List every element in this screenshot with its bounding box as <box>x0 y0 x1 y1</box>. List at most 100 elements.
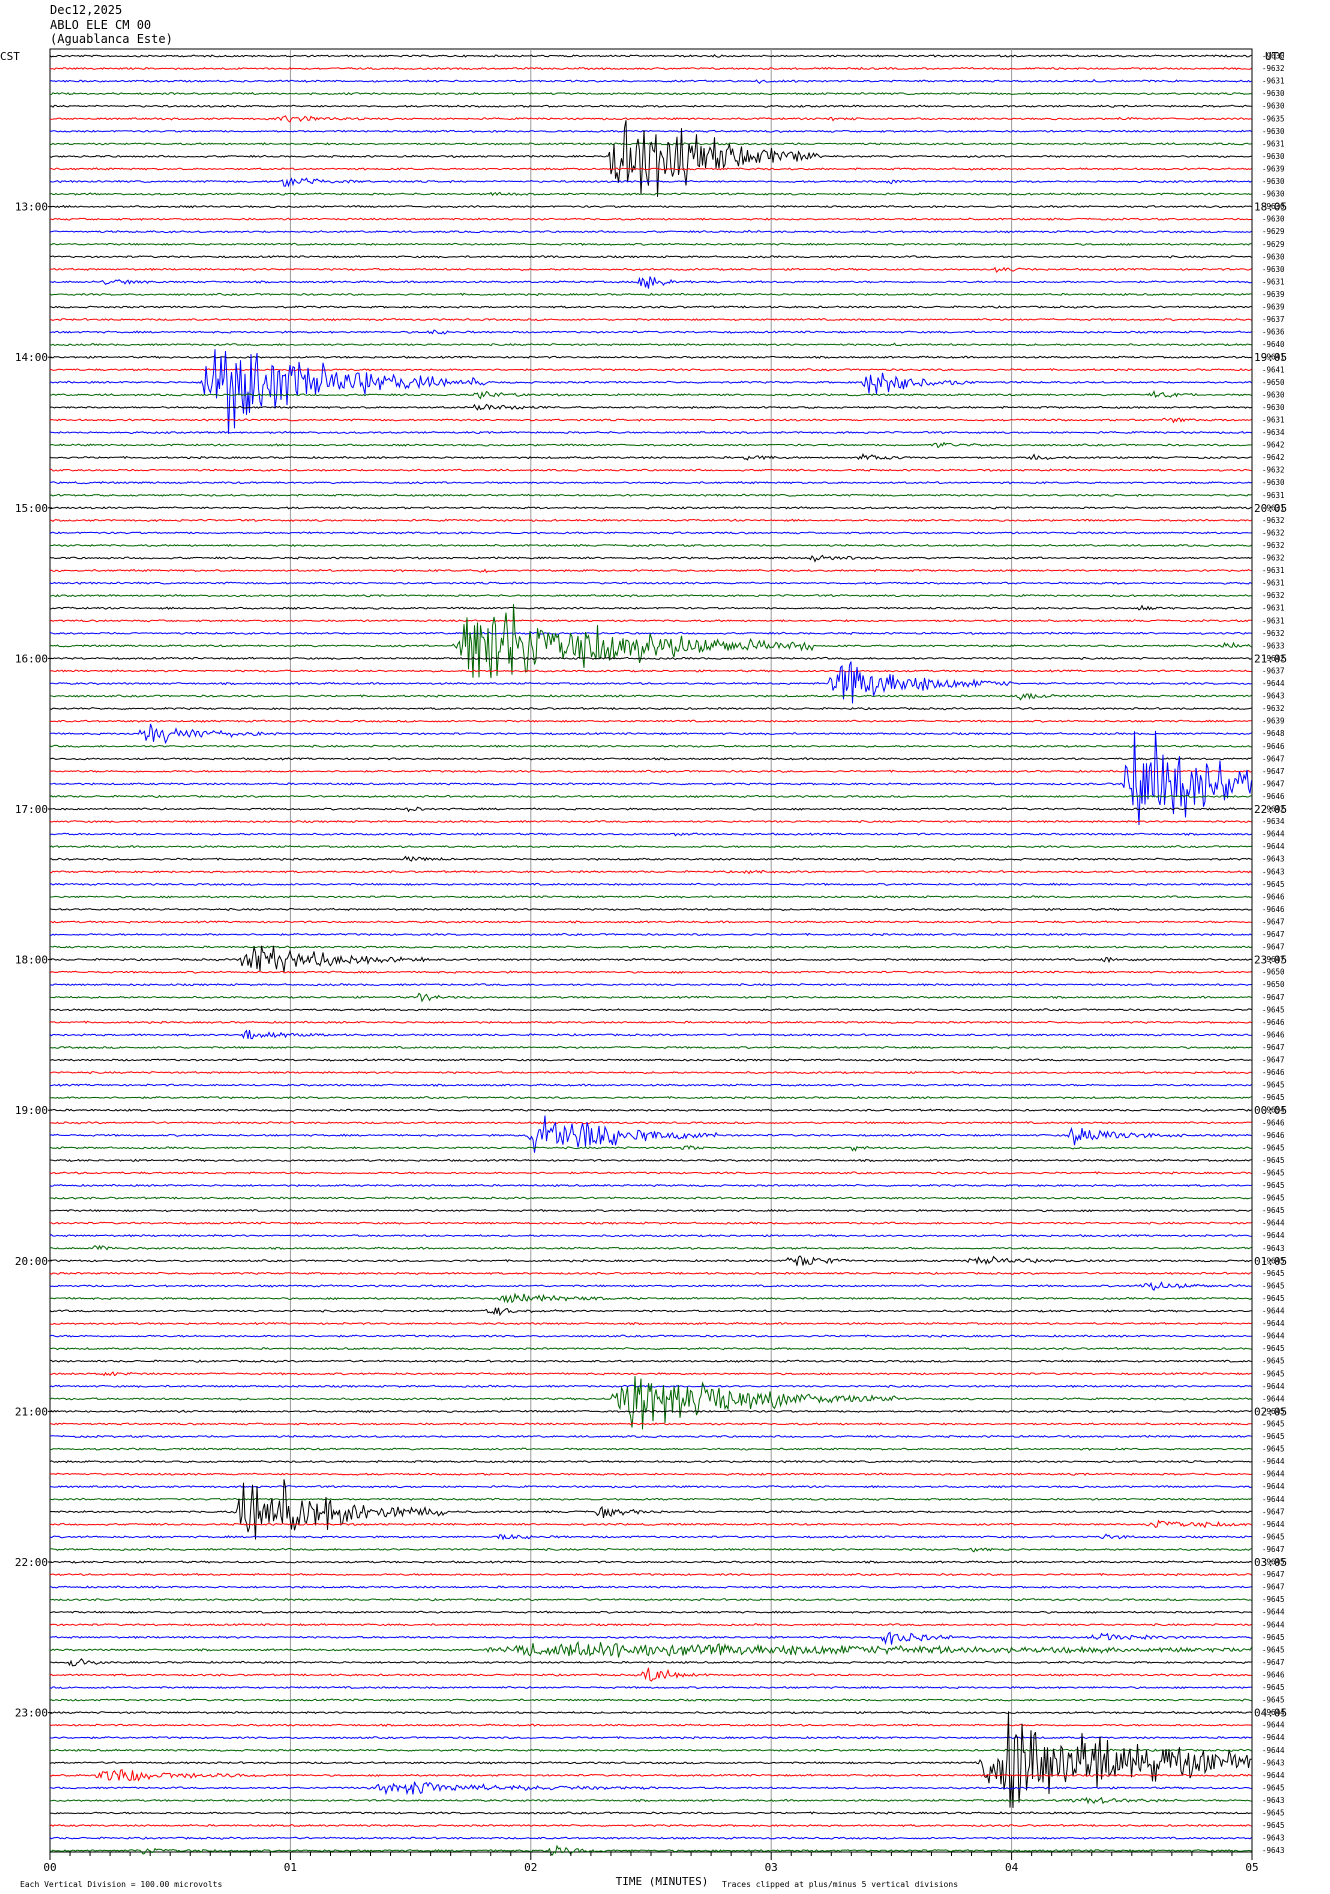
trace-offset-label: -9645 <box>1262 1181 1285 1190</box>
trace-offset-label: -9645 <box>1262 1696 1285 1705</box>
trace-offset-label: -9636 <box>1262 328 1285 337</box>
trace-offset-label: -9645 <box>1262 1344 1285 1353</box>
trace-offset-label: -9645 <box>1262 1081 1285 1090</box>
trace-offset-label: -9645 <box>1262 1595 1285 1604</box>
trace-offset-label: -9645 <box>1262 1558 1285 1567</box>
trace-offset-label: -9632 <box>1262 528 1285 537</box>
trace-offset-label: -9645 <box>1262 1633 1285 1642</box>
trace-offset-label: -9644 <box>1262 1520 1285 1529</box>
trace-offset-label: -9631 <box>1262 139 1285 148</box>
seismic-trace <box>49 441 1252 449</box>
seismic-trace <box>49 329 1252 335</box>
seismic-trace <box>49 367 1252 372</box>
trace-offset-label: -9643 <box>1262 867 1285 876</box>
seismic-trace <box>49 1070 1252 1075</box>
trace-offset-label: -9647 <box>1262 1056 1285 1065</box>
x-axis-tick-label: 00 <box>43 1861 56 1874</box>
trace-offset-label: -9630 <box>1262 202 1285 211</box>
trace-offset-label: -9647 <box>1262 1570 1285 1579</box>
trace-offset-label: -9633 <box>1262 641 1285 650</box>
right-hour-label: 02:05 <box>1254 1405 1287 1418</box>
seismic-trace <box>49 604 1252 611</box>
trace-offset-label: -9644 <box>1262 830 1285 839</box>
trace-offset-label: -9630 <box>1262 127 1285 136</box>
seismic-trace <box>49 719 1252 723</box>
seismic-trace <box>50 217 1252 221</box>
seismic-trace <box>49 1371 1252 1377</box>
plot-date: Dec12,2025 <box>50 3 123 17</box>
seismic-trace <box>49 855 1252 862</box>
trace-offset-label: -9644 <box>1262 842 1285 851</box>
trace-offset-label: -9646 <box>1262 742 1285 751</box>
seismic-trace <box>49 91 1252 96</box>
seismic-trace <box>49 1844 1252 1856</box>
trace-offset-label: -9639 <box>1262 164 1285 173</box>
seismic-trace <box>49 1667 1252 1682</box>
trace-offset-label: -9632 <box>1262 64 1285 73</box>
seismic-trace <box>49 453 1252 461</box>
seismic-trace <box>49 1244 1252 1251</box>
trace-offset-label: -9631 <box>1262 77 1285 86</box>
seismic-trace <box>49 104 1252 108</box>
seismic-trace <box>49 1572 1252 1577</box>
trace-offset-label: -9647 <box>1262 1658 1285 1667</box>
seismic-trace <box>49 1640 1252 1658</box>
trace-offset-label: -9630 <box>1262 265 1285 274</box>
trace-offset-label: -9644 <box>1262 1394 1285 1403</box>
seismic-trace <box>49 1472 1252 1476</box>
seismic-trace <box>49 255 1252 259</box>
left-hour-label: 20:00 <box>15 1255 48 1268</box>
trace-offset-label: -9646 <box>1262 1118 1285 1127</box>
seismic-trace <box>49 1434 1252 1439</box>
seismic-trace <box>49 631 1252 635</box>
trace-offset-label: -9629 <box>1262 240 1285 249</box>
trace-offset-label: -9646 <box>1262 1018 1285 1027</box>
trace-offset-label: -9647 <box>1262 754 1285 763</box>
trace-offset-label: -9630 <box>1262 390 1285 399</box>
seismic-trace <box>49 1560 1252 1564</box>
trace-offset-label: -9646 <box>1262 1670 1285 1679</box>
seismic-trace <box>49 1196 1252 1200</box>
trace-offset-label: -9630 <box>1262 215 1285 224</box>
seismic-trace <box>49 581 1252 585</box>
seismic-trace <box>49 531 1252 535</box>
trace-offset-label: -9642 <box>1262 441 1285 450</box>
seismic-trace <box>49 191 1252 197</box>
seismic-trace <box>49 177 1252 188</box>
seismic-trace <box>49 403 1252 411</box>
seismic-trace <box>49 832 1252 837</box>
right-hour-label: 01:05 <box>1254 1255 1287 1268</box>
trace-offset-label: -9632 <box>1262 466 1285 475</box>
trace-offset-label: -9647 <box>1262 779 1285 788</box>
trace-offset-label: -9639 <box>1262 290 1285 299</box>
seismic-trace <box>49 757 1252 761</box>
trace-offset-label: -9632 <box>1262 554 1285 563</box>
trace-offset-label: -9643 <box>1262 692 1285 701</box>
trace-offset-label: -9632 <box>1262 704 1285 713</box>
seismic-trace <box>49 115 1252 123</box>
right-hour-label: 18:05 <box>1254 201 1287 214</box>
right-timezone-label: UTC <box>1265 50 1285 63</box>
trace-offset-label: -9630 <box>1262 102 1285 111</box>
trace-offset-label: -9631 <box>1262 415 1285 424</box>
seismic-trace <box>49 1735 1252 1740</box>
trace-offset-label: -9643 <box>1262 1846 1285 1855</box>
seismic-trace <box>49 983 1252 987</box>
trace-offset-label: -9645 <box>1262 1809 1285 1818</box>
seismic-trace <box>50 1255 1252 1266</box>
seismic-trace <box>49 554 1252 563</box>
left-hour-label: 16:00 <box>15 652 48 665</box>
trace-offset-label: -9632 <box>1262 629 1285 638</box>
left-hour-label: 22:00 <box>15 1556 48 1569</box>
seismic-trace <box>49 468 1252 472</box>
trace-offset-label: -9645 <box>1262 1357 1285 1366</box>
seismic-trace <box>49 1447 1252 1451</box>
seismic-trace <box>49 1307 1252 1317</box>
trace-offset-label: -9647 <box>1262 917 1285 926</box>
seismic-trace <box>49 1422 1252 1426</box>
seismic-trace <box>49 167 1252 171</box>
trace-offset-label: -9644 <box>1262 1482 1285 1491</box>
seismic-trace <box>49 1533 1252 1541</box>
seismic-trace <box>49 970 1252 974</box>
trace-offset-label: -9644 <box>1262 679 1285 688</box>
